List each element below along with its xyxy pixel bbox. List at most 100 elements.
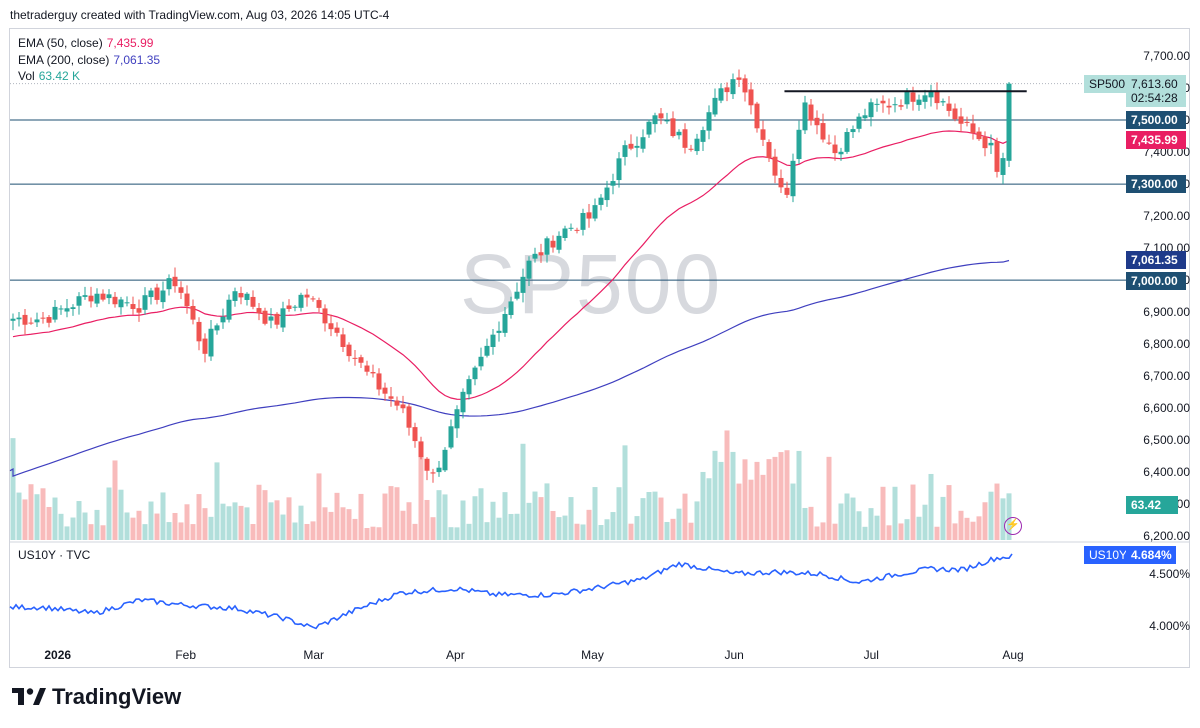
volume-bar bbox=[442, 494, 448, 540]
volume-bar bbox=[316, 473, 322, 540]
volume-bar bbox=[370, 526, 376, 540]
lightning-icon[interactable]: ⚡ bbox=[1004, 517, 1022, 535]
candle-body bbox=[760, 129, 766, 140]
volume-bar bbox=[112, 460, 118, 540]
candle-body bbox=[502, 313, 508, 333]
level-tag-7300: 7,300.00 bbox=[1126, 175, 1186, 193]
candle-body bbox=[88, 295, 94, 302]
volume-bar bbox=[1006, 493, 1012, 540]
candle-body bbox=[478, 356, 484, 367]
candle-body bbox=[400, 404, 406, 409]
volume-bar bbox=[640, 498, 646, 540]
candle-body bbox=[574, 229, 580, 231]
candle-body bbox=[814, 117, 820, 126]
volume-bar bbox=[154, 513, 160, 540]
candle-body bbox=[766, 142, 772, 159]
volume-bar bbox=[676, 508, 682, 540]
candle-body bbox=[916, 99, 922, 105]
candle-body bbox=[742, 78, 748, 93]
volume-bar bbox=[910, 484, 916, 540]
candle-body bbox=[274, 313, 280, 325]
candle-body bbox=[754, 103, 760, 129]
volume-bar bbox=[118, 489, 124, 540]
candle-body bbox=[484, 345, 490, 356]
candle-body bbox=[556, 235, 562, 250]
candle-body bbox=[262, 310, 268, 324]
candle-body bbox=[430, 472, 436, 474]
volume-legend[interactable]: Vol 63.42 K bbox=[18, 69, 80, 83]
volume-bar bbox=[994, 483, 1000, 540]
ema200-tag: 7,061.35 bbox=[1126, 251, 1186, 269]
volume-bar bbox=[436, 490, 442, 540]
us10y-line bbox=[9, 553, 1013, 630]
volume-bar bbox=[256, 484, 262, 540]
volume-bar bbox=[718, 461, 724, 540]
volume-bar bbox=[520, 443, 526, 540]
candle-body bbox=[106, 294, 112, 299]
volume-bar bbox=[190, 524, 196, 540]
volume-bar bbox=[850, 497, 856, 540]
ema50-legend[interactable]: EMA (50, close) 7,435.99 bbox=[18, 36, 153, 50]
volume-bar bbox=[352, 518, 358, 540]
candle-body bbox=[976, 131, 982, 140]
candle-body bbox=[346, 344, 352, 357]
candle-body bbox=[580, 212, 586, 230]
candle-body bbox=[688, 148, 694, 150]
candle-body bbox=[910, 92, 916, 102]
candle-body bbox=[802, 102, 808, 131]
candle-body bbox=[238, 293, 244, 298]
price-axis-label: 7,700.00 bbox=[1143, 49, 1190, 63]
volume-bar bbox=[322, 507, 328, 540]
candle-body bbox=[694, 138, 700, 152]
volume-bar bbox=[598, 525, 604, 540]
candle-body bbox=[370, 372, 376, 374]
candle-body bbox=[784, 187, 790, 195]
ema200-legend[interactable]: EMA (200, close) 7,061.35 bbox=[18, 53, 160, 67]
candle-body bbox=[214, 325, 220, 331]
volume-bar bbox=[670, 518, 676, 540]
volume-bar bbox=[586, 509, 592, 540]
candle-body bbox=[928, 91, 934, 98]
candle-body bbox=[16, 317, 22, 320]
volume-legend-value: 63.42 K bbox=[38, 69, 81, 83]
time-axis-label: Jun bbox=[724, 648, 744, 662]
us10y-legend[interactable]: US10Y · TVC bbox=[18, 548, 91, 562]
candle-body bbox=[490, 334, 496, 348]
volume-bar bbox=[106, 487, 112, 540]
tradingview-logo[interactable]: TradingView bbox=[12, 684, 181, 710]
candle-body bbox=[640, 137, 646, 149]
volume-bar bbox=[982, 502, 988, 540]
volume-bar bbox=[892, 486, 898, 540]
volume-bar bbox=[10, 438, 16, 540]
candle-body bbox=[958, 116, 964, 124]
candle-body bbox=[550, 240, 556, 248]
volume-bar bbox=[592, 487, 598, 540]
volume-bar bbox=[346, 509, 352, 540]
volume-bar bbox=[1000, 498, 1006, 540]
volume-bar bbox=[136, 510, 142, 540]
candle-body bbox=[220, 316, 226, 323]
volume-bar bbox=[70, 517, 76, 540]
candle-body bbox=[364, 365, 370, 372]
volume-bar bbox=[964, 517, 970, 540]
candle-body bbox=[946, 103, 952, 111]
ema50-tag: 7,435.99 bbox=[1126, 131, 1186, 149]
candle-body bbox=[46, 317, 52, 323]
volume-bar bbox=[88, 524, 94, 540]
candle-body bbox=[454, 409, 460, 429]
candle-body bbox=[520, 276, 526, 293]
volume-bar bbox=[82, 512, 88, 540]
brand-name: TradingView bbox=[52, 684, 182, 709]
time-axis-label: 2026 bbox=[44, 648, 72, 662]
candle-body bbox=[382, 387, 388, 394]
volume-bar bbox=[916, 516, 922, 540]
candle-body bbox=[604, 187, 610, 201]
candle-body bbox=[592, 205, 598, 219]
candle-body bbox=[1006, 83, 1012, 161]
candle-body bbox=[322, 308, 328, 324]
volume-bar bbox=[64, 526, 70, 540]
volume-bar bbox=[940, 496, 946, 540]
volume-bar bbox=[454, 527, 460, 540]
volume-bar bbox=[568, 497, 574, 540]
